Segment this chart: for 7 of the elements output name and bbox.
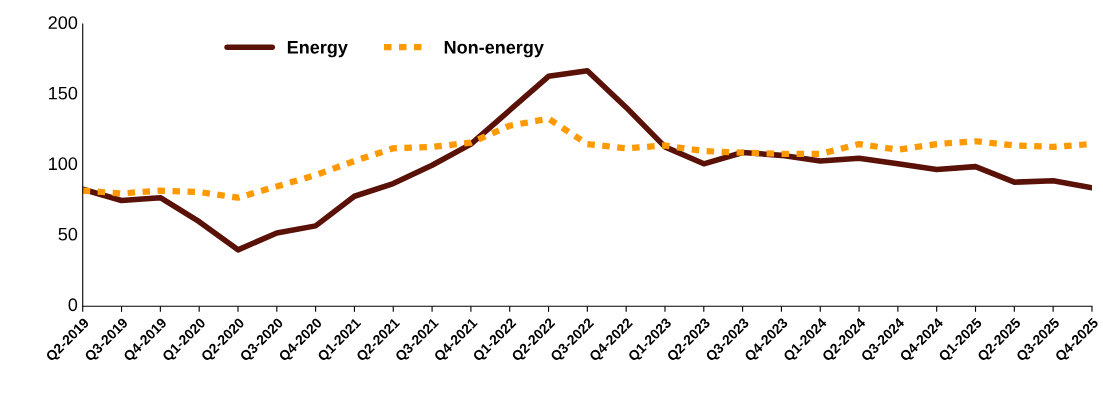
y-tick-label: 150 [49, 86, 78, 100]
y-tick-label: 50 [58, 227, 78, 241]
legend-label: Non-energy [444, 41, 544, 58]
y-tick-label: 0 [68, 298, 78, 312]
legend-label: Energy [287, 41, 348, 58]
y-tick-label: 200 [48, 16, 78, 30]
y-tick-label: 100 [49, 157, 78, 171]
